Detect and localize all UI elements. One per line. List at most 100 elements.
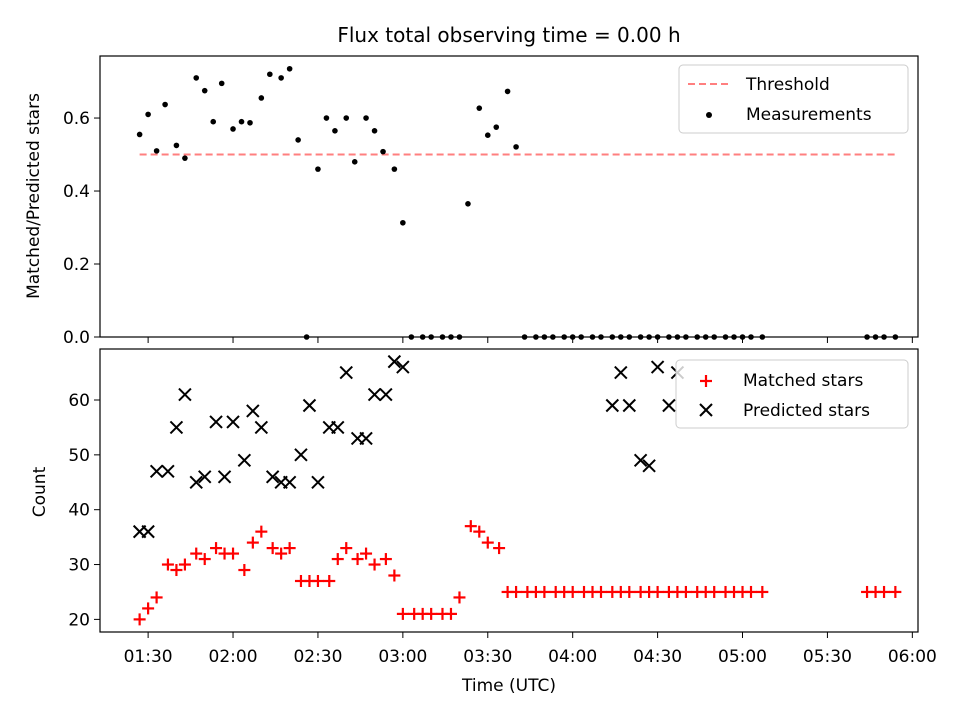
- matched-star-point: [255, 525, 268, 538]
- predicted-star-point: [605, 398, 620, 413]
- predicted-star-point: [339, 365, 353, 380]
- predicted-star-point: [265, 470, 280, 484]
- matched-star-point: [388, 569, 401, 582]
- measurement-point: [363, 115, 369, 121]
- matched-star-point: [331, 553, 344, 566]
- matched-legend-marker: [700, 375, 712, 387]
- measurement-point: [247, 119, 253, 126]
- matched-star-point: [142, 602, 155, 615]
- matched-star-point: [464, 520, 477, 533]
- measurement-point: [182, 155, 188, 161]
- matched-star-point: [756, 585, 769, 598]
- matched-star-point: [275, 547, 288, 560]
- matched-star-point: [323, 574, 336, 587]
- measurement-point: [400, 219, 406, 226]
- predicted-star-point: [161, 464, 175, 479]
- matched-star-point: [538, 585, 551, 598]
- measurement-point: [323, 115, 330, 121]
- predicted-legend-marker: [699, 403, 713, 417]
- bottom-y-tick-label: 60: [68, 391, 90, 411]
- predicted-star-point: [294, 448, 308, 462]
- bottom-y-tick-label: 20: [68, 610, 90, 630]
- matched-star-point: [379, 553, 392, 566]
- measurement-point: [391, 166, 398, 172]
- predicted-star-point: [198, 470, 212, 484]
- bottom-y-tick-label: 50: [68, 446, 90, 466]
- bottom-legend-box: [675, 359, 909, 429]
- x-axis-label: Time (UTC): [461, 676, 556, 696]
- predicted-star-point: [614, 365, 628, 380]
- matched-star-point: [133, 613, 146, 626]
- matched-star-point: [340, 542, 353, 555]
- matched-star-point: [453, 591, 466, 604]
- bottom-y-axis-label: Count: [30, 466, 50, 517]
- threshold-legend-label: Threshold: [745, 75, 830, 95]
- measurement-point: [351, 159, 358, 165]
- predicted-star-point: [387, 354, 402, 369]
- predicted-star-point: [254, 420, 269, 435]
- predicted-star-point: [650, 360, 665, 374]
- measurement-point: [278, 75, 284, 81]
- matched-star-point: [161, 558, 174, 571]
- top-y-tick-label: 0.6: [63, 109, 90, 129]
- measurement-point: [136, 131, 143, 138]
- x-tick-label: 04:30: [633, 647, 682, 667]
- top-x-axis: [147, 337, 913, 343]
- matched-star-point: [889, 585, 902, 598]
- top-axes-frame: [99, 55, 919, 338]
- top-y-tick-label: 0.0: [63, 328, 90, 348]
- measurement-point: [315, 166, 321, 172]
- top-legend-box: [678, 64, 909, 134]
- predicted-star-point: [622, 398, 637, 413]
- predicted-star-point: [149, 464, 164, 479]
- matched-star-point: [481, 536, 494, 549]
- predicted-star-point: [367, 387, 382, 402]
- predicted-star-point: [169, 420, 184, 435]
- predicted-star-point: [311, 475, 325, 489]
- bottom-y-tick-label: 30: [68, 556, 90, 576]
- predicted-star-point: [396, 360, 410, 374]
- measurement-point: [343, 115, 350, 121]
- top-y-tick-label: 0.4: [63, 182, 90, 202]
- predicted-star-point: [359, 431, 373, 446]
- matched-star-point: [170, 564, 183, 577]
- matched-star-point: [360, 547, 373, 560]
- top-y-tick-label: 0.2: [63, 255, 90, 275]
- x-tick-label: 06:00: [888, 647, 937, 667]
- measurement-point: [465, 200, 471, 207]
- predicted-star-point: [331, 420, 345, 435]
- measurement-point: [201, 87, 208, 94]
- x-tick-label: 03:30: [463, 647, 512, 667]
- x-tick-label: 05:00: [718, 647, 767, 667]
- measurements-legend-label: Measurements: [746, 105, 872, 125]
- bottom-x-axis: 01:30 02:00 02:30 03:00 03:30 04:00 04:30 05:00…: [124, 632, 937, 667]
- matched-star-point: [311, 574, 324, 587]
- predicted-star-point: [178, 387, 192, 402]
- predicted-star-point: [662, 398, 676, 413]
- measurement-point: [286, 65, 293, 72]
- top-y-axis: 0.0 0.2 0.4 0.6: [63, 109, 100, 348]
- measurement-point: [193, 75, 200, 81]
- measurement-point: [484, 132, 491, 138]
- x-tick-label: 01:30: [124, 647, 173, 667]
- matched-star-point: [510, 585, 523, 598]
- predicted-star-point: [642, 459, 656, 473]
- top-legend: Threshold Measurements: [678, 64, 909, 134]
- measurement-point: [493, 124, 500, 130]
- measurement-point: [332, 128, 338, 134]
- matched-star-point: [266, 542, 279, 555]
- matched-star-point: [368, 558, 381, 571]
- measurement-point: [504, 88, 511, 95]
- matched-star-point: [708, 585, 721, 598]
- matched-star-point: [425, 607, 438, 620]
- matched-star-point: [396, 607, 409, 620]
- top-y-axis-label: Matched/Predicted stars: [24, 93, 44, 299]
- measurement-point: [210, 118, 217, 125]
- x-tick-label: 02:30: [293, 647, 342, 667]
- matched-star-point: [651, 585, 664, 598]
- measurement-point: [153, 148, 160, 154]
- predicted-star-point: [226, 415, 240, 429]
- matched-star-point: [473, 525, 486, 538]
- predicted-star-point: [237, 453, 252, 468]
- measurement-point: [295, 137, 301, 143]
